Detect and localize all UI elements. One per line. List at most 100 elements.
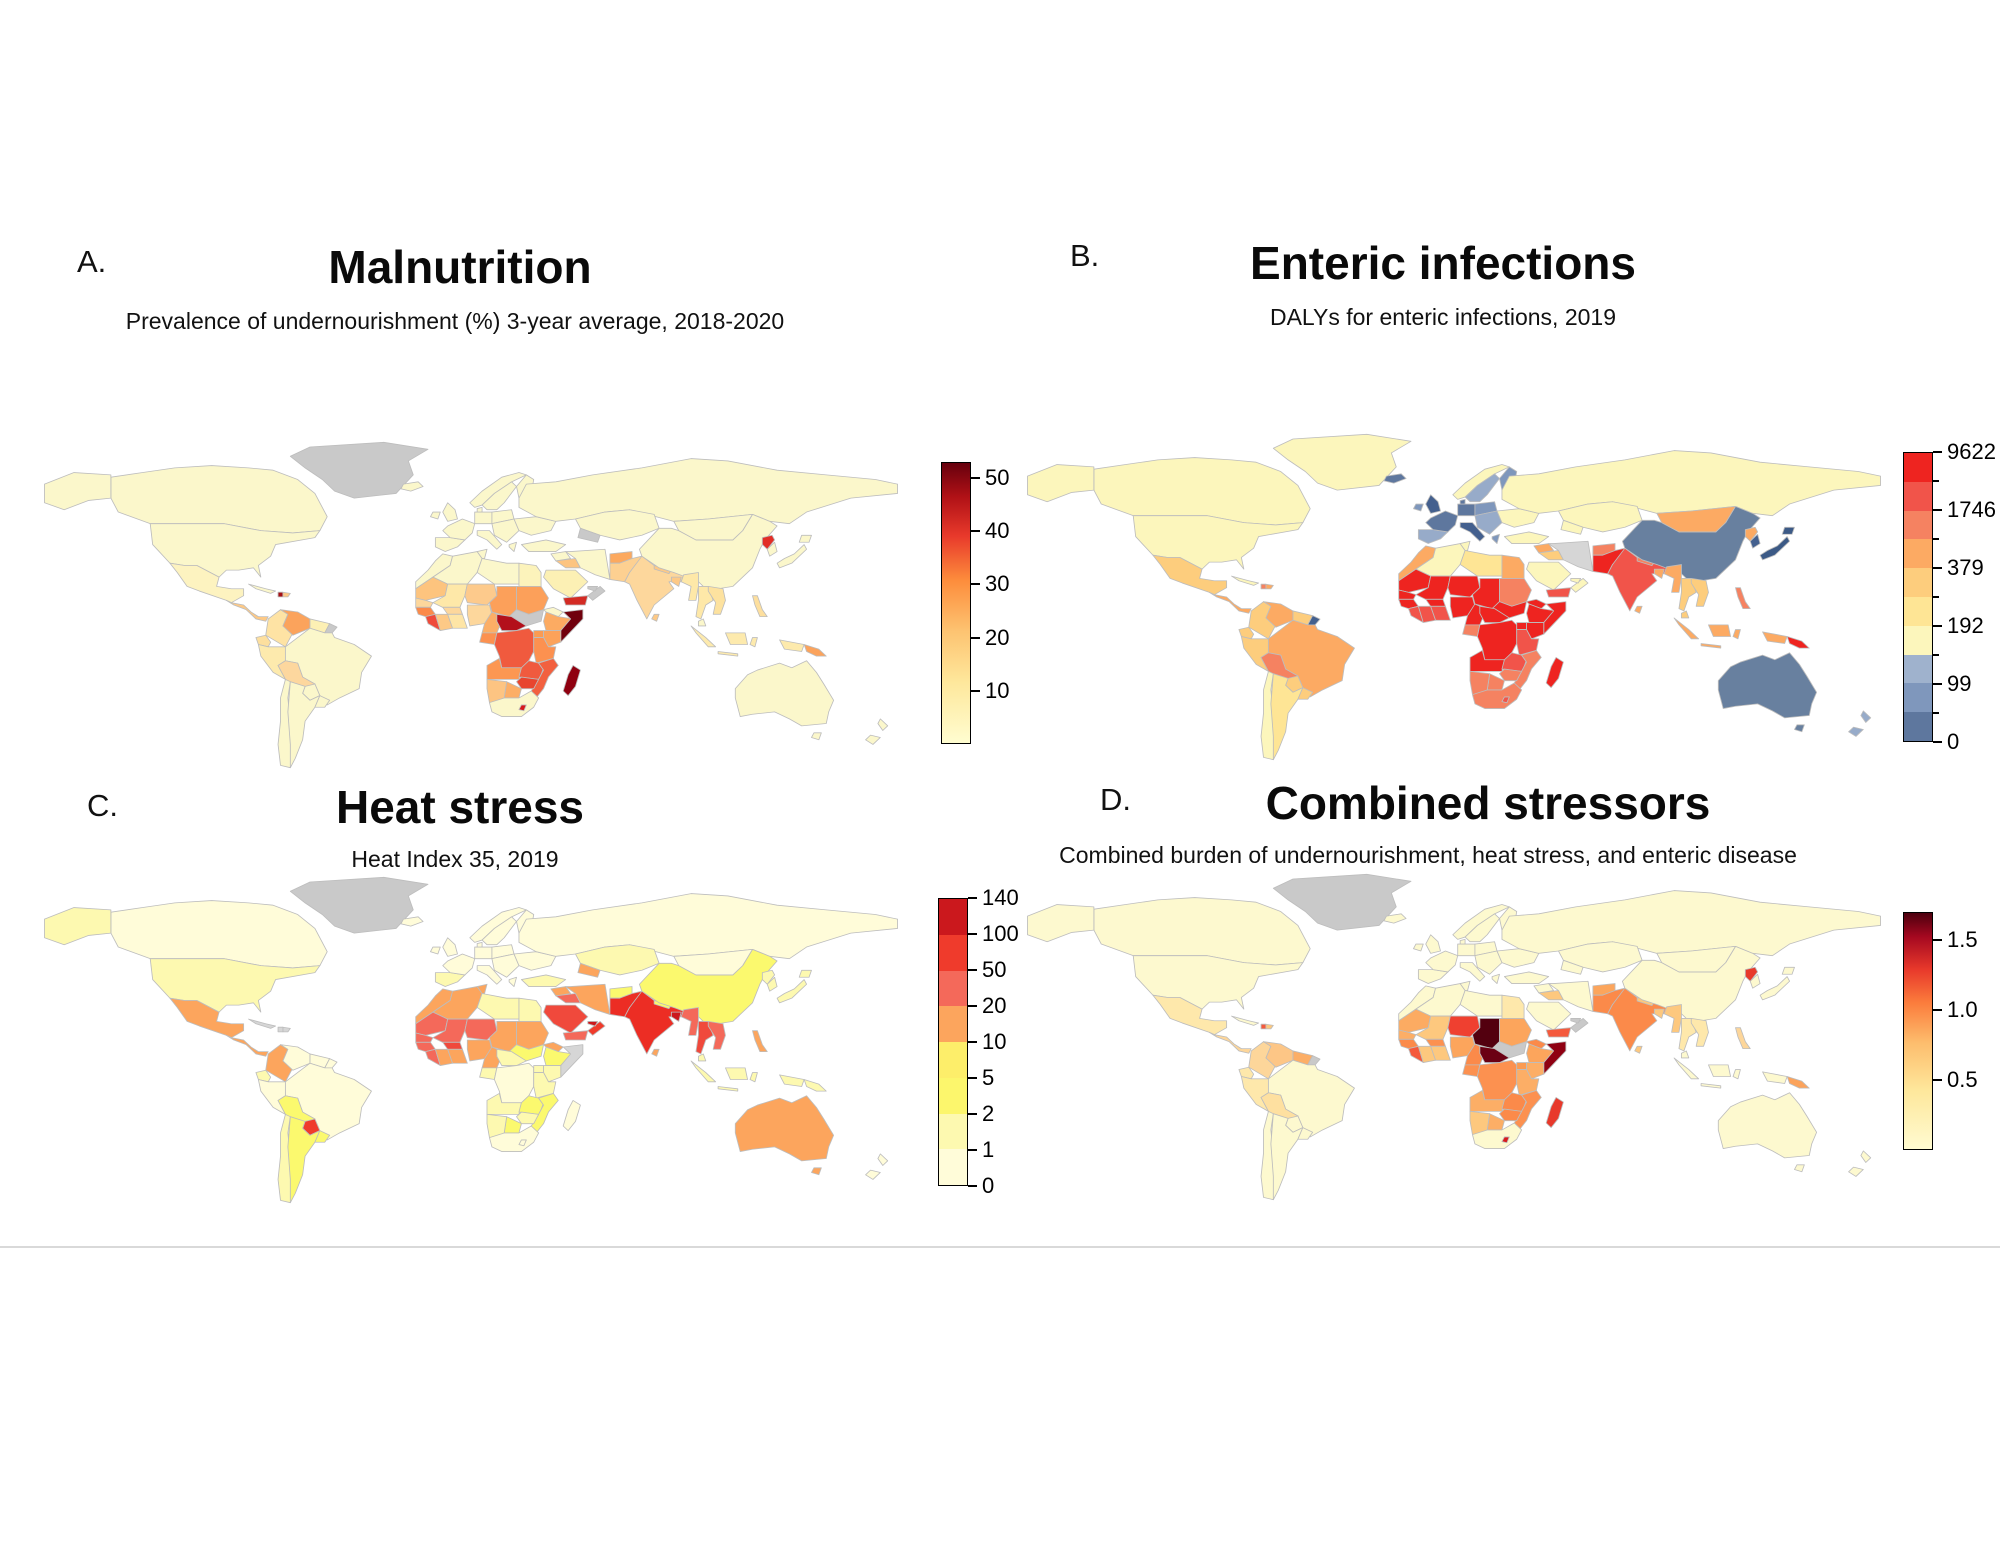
region-australia [734,1095,835,1162]
region-kenya [1526,1062,1545,1080]
region-france [1425,950,1459,973]
region-uganda [533,630,544,638]
colorbar-tick [1933,741,1942,743]
region-mozambique [1513,1090,1542,1131]
region-lesotho [1501,1136,1510,1144]
colorbar-tick [968,1005,977,1007]
region-kenya [543,630,562,648]
colorbar-segment [1904,539,1932,569]
region-iran [1548,980,1594,1012]
region-syria [1533,983,1555,994]
region-libya [1459,550,1503,577]
region-egypt [518,997,542,1022]
region-russia [1501,450,1881,517]
region-turkmenistan [1560,519,1584,535]
colorbar-tick [1933,683,1942,685]
colorbar-tick [968,1113,977,1115]
region-italy [476,965,503,985]
colorbar-tick-label: 0 [982,1173,995,1198]
region-greenland [1272,873,1412,931]
panel-label-a: A. [77,244,107,279]
colorbar-tick [968,1149,977,1151]
region-senegal [415,1032,434,1043]
colorbar-segment [939,934,967,971]
region-dominican [282,591,291,598]
region-bangladesh [670,576,682,587]
region-indonesia [690,1060,805,1092]
colorbar-segment [939,1006,967,1042]
region-peru [1240,1076,1269,1112]
region-greenland [289,876,429,934]
region-east-europe [1474,950,1503,975]
region-uruguay [314,695,331,708]
region-peru [257,1079,286,1115]
colorbar-tick [1933,509,1942,511]
region-philippines [1735,587,1751,610]
region-senegal [1398,1029,1417,1040]
colorbar-tick [968,1185,977,1187]
region-myanmar [1663,1004,1682,1033]
colorbar-segment [1904,510,1932,540]
region-greece [1491,533,1500,544]
region-uruguay [314,1130,331,1143]
region-lesotho [518,1139,527,1147]
region-turkmenistan [577,962,601,978]
colorbar-tick-label: 99 [1947,671,1972,696]
region-tasmania [811,732,822,741]
region-sweden [1464,913,1500,943]
colorbar-tick-label: 20 [982,993,1007,1018]
colorbar-segment [1904,683,1932,713]
colorbar-tick-label: 100 [982,921,1019,946]
region-tanzania [533,1072,557,1099]
region-central-america [225,599,269,622]
region-greece [508,541,517,552]
colorbar-tick-label: 379 [1947,555,1984,580]
region-egypt [518,562,542,587]
region-sweden [481,481,517,511]
region-yemen [1545,587,1572,598]
region-central-america [1208,1031,1252,1054]
region-madagascar [1545,1097,1564,1129]
colorbar-tick-label: 0 [1947,729,1960,754]
region-argentina [1270,673,1304,761]
colorbar-tick [968,897,977,899]
region-libya [1459,990,1503,1017]
region-myanmar [680,572,699,601]
region-ghana [447,1048,468,1064]
region-argentina [287,1116,321,1204]
colorbar-tick-label: 9622 [1947,439,1996,464]
region-sweden [1464,473,1500,503]
region-burkina [1425,1038,1446,1047]
panel-subtitle-heat: Heat Index 35, 2019 [351,846,559,872]
region-zimbabwe [516,1111,540,1125]
colorbar-segment [939,1077,967,1114]
region-turkmenistan [1560,959,1584,975]
region-argentina [287,681,321,769]
region-philippines [752,595,768,618]
region-south-africa [1472,1122,1523,1149]
region-argentina [1270,1113,1304,1201]
region-ireland [1413,503,1424,512]
region-mexico [1152,994,1228,1036]
region-central-america [1208,591,1252,614]
region-indochina [1690,578,1709,607]
region-uruguay [1297,1127,1314,1140]
region-south-korea [1749,973,1761,989]
region-png [1786,636,1810,649]
world-map-enteric [1027,433,1881,761]
region-mongolia [1656,505,1736,533]
region-saudi [543,1004,589,1034]
region-japan-n [798,969,812,978]
region-haiti [277,591,284,598]
colorbar-tick-label: 2 [982,1101,995,1126]
region-alaska [44,907,112,946]
region-east-europe [491,518,520,543]
region-alaska [1027,904,1095,943]
region-sri-lanka [1634,605,1643,614]
colorbar-tick-label: 10 [985,677,1010,703]
region-venezuela [280,609,311,636]
region-germany [1457,503,1476,517]
region-france [442,518,476,541]
region-north-korea [1744,966,1759,982]
colorbar-tick [971,689,980,692]
